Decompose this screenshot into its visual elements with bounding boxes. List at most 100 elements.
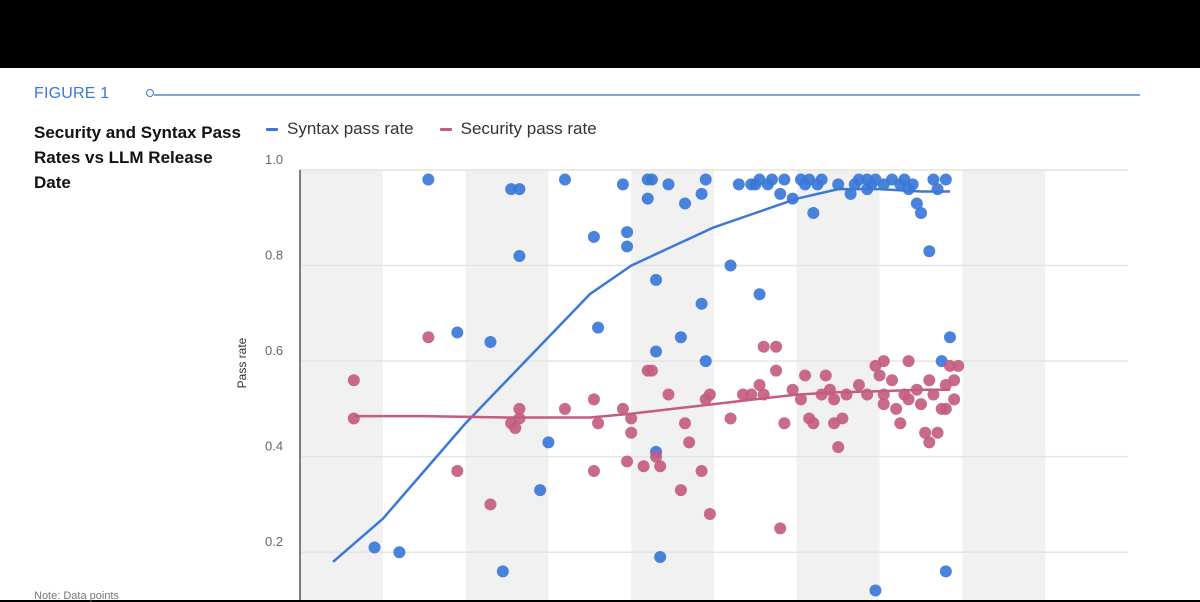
security-point	[650, 450, 663, 463]
legend: Syntax pass rate Security pass rate	[266, 119, 597, 139]
security-point	[915, 398, 927, 411]
syntax-point	[621, 240, 634, 253]
security-point	[513, 402, 526, 415]
y-tick-label: 0.2	[265, 534, 283, 549]
security-point	[836, 412, 849, 425]
syntax-point	[844, 187, 857, 200]
syntax-point	[724, 259, 737, 272]
syntax-point	[662, 178, 675, 191]
plot-band	[962, 170, 1046, 600]
security-point	[703, 508, 716, 520]
y-tick-label: 0.4	[265, 439, 283, 454]
syntax-point	[695, 297, 708, 310]
figure-label: FIGURE 1	[34, 85, 110, 102]
security-point	[683, 436, 696, 449]
figure-rule	[154, 94, 1140, 96]
y-tick-label: 0.6	[265, 343, 283, 358]
syntax-point	[778, 173, 791, 186]
security-point	[774, 522, 787, 535]
legend-item-security: Security pass rate	[439, 119, 597, 139]
syntax-point	[650, 273, 663, 286]
syntax-point	[513, 183, 526, 196]
syntax-point	[815, 173, 828, 186]
security-point	[616, 402, 629, 415]
security-point	[724, 412, 737, 425]
chart-title: Security and Syntax Pass Rates vs LLM Re…	[34, 123, 241, 192]
syntax-point	[699, 173, 712, 186]
security-point	[927, 388, 940, 401]
security-point	[679, 417, 692, 430]
y-axis-title: Pass rate	[235, 337, 249, 388]
syntax-point	[923, 245, 936, 258]
legend-swatch-security	[439, 127, 452, 131]
footnote: Note: Data points	[34, 590, 119, 602]
syntax-point	[650, 345, 663, 358]
security-point	[952, 359, 965, 372]
security-point	[799, 369, 812, 382]
security-point	[852, 379, 865, 391]
security-point	[587, 393, 600, 406]
legend-item-syntax: Syntax pass rate	[266, 119, 414, 139]
syntax-point	[484, 336, 497, 348]
syntax-point	[765, 173, 778, 186]
security-point	[786, 383, 799, 396]
security-point	[770, 340, 783, 353]
syntax-point	[910, 197, 923, 210]
plot-band	[465, 170, 549, 600]
security-point	[923, 374, 936, 387]
security-point	[819, 369, 832, 382]
syntax-point	[641, 192, 654, 205]
security-point	[873, 369, 886, 382]
syntax-point	[558, 173, 571, 186]
syntax-point	[943, 331, 956, 344]
y-tick-label: 0.8	[265, 248, 283, 263]
security-point	[770, 364, 783, 377]
security-point	[625, 412, 638, 425]
security-point	[948, 393, 961, 406]
figure-rule-dot	[146, 89, 154, 97]
security-point	[778, 417, 791, 430]
syntax-point	[774, 187, 787, 200]
syntax-point	[679, 197, 692, 210]
syntax-trend-line	[332, 187, 950, 563]
legend-label-security: Security pass rate	[460, 119, 597, 138]
security-point	[347, 412, 360, 425]
security-point	[894, 417, 907, 430]
security-point	[939, 402, 952, 415]
security-point	[484, 498, 497, 511]
security-point	[877, 355, 890, 368]
security-point	[637, 460, 650, 473]
legend-label-syntax: Syntax pass rate	[287, 119, 414, 138]
syntax-point	[915, 207, 927, 219]
security-point	[931, 426, 944, 439]
syntax-point	[496, 565, 509, 578]
syntax-point	[732, 178, 745, 191]
syntax-point	[931, 183, 944, 196]
syntax-point	[592, 321, 605, 334]
security-point	[943, 359, 956, 372]
security-point	[828, 393, 841, 406]
security-point	[745, 388, 758, 401]
syntax-point	[451, 326, 464, 339]
security-point	[794, 393, 807, 406]
syntax-point	[645, 173, 658, 186]
security-point	[645, 364, 658, 377]
security-point	[347, 374, 360, 387]
syntax-point	[807, 207, 820, 219]
syntax-point	[422, 173, 435, 186]
security-point	[902, 393, 915, 406]
syntax-point	[939, 565, 952, 578]
security-point	[919, 426, 932, 439]
security-point	[509, 422, 522, 434]
security-point	[662, 388, 675, 401]
plot-band	[796, 170, 880, 600]
syntax-point	[513, 250, 526, 262]
legend-swatch-syntax	[266, 127, 278, 131]
syntax-point	[534, 484, 547, 497]
security-point	[592, 417, 605, 430]
syntax-point	[654, 551, 667, 563]
security-point	[807, 417, 820, 430]
security-point	[832, 441, 845, 454]
syntax-point	[695, 187, 708, 200]
syntax-point	[393, 546, 406, 559]
